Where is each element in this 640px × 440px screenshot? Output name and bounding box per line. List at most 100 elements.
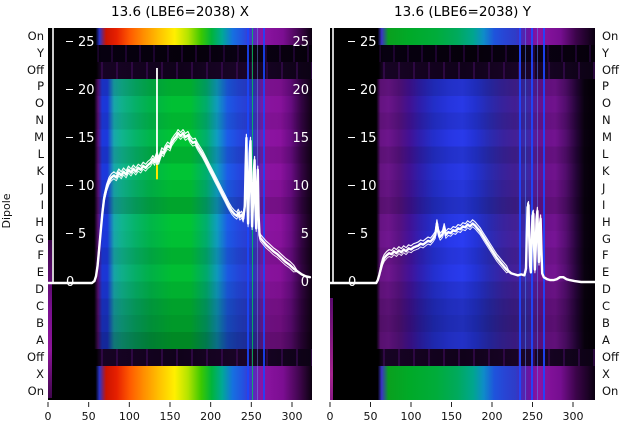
tick-dash [348, 232, 355, 234]
row-label: L [37, 147, 44, 162]
stripe-burst [519, 28, 545, 400]
x-tick-label: 50 [363, 410, 378, 423]
inner-scale-label: 15 [66, 131, 95, 147]
row-off-strip [48, 61, 312, 79]
row-label: J [602, 180, 606, 195]
x-tick-label: 0 [326, 410, 334, 423]
x-tick-label: 250 [240, 410, 262, 423]
row-label: Off [602, 349, 619, 364]
row-label: Off [27, 349, 44, 364]
inner-scale-value: 0 [348, 275, 357, 290]
row-label: I [40, 197, 44, 212]
x-tick-label: 150 [159, 410, 181, 423]
inner-scale-label: 10 [281, 179, 309, 195]
heatmap-body-x [48, 78, 312, 350]
x-tick-label: 300 [562, 410, 584, 423]
row-label: C [35, 299, 44, 314]
inner-scale-label: 15 [348, 131, 377, 147]
row-label: H [35, 214, 44, 229]
edge-column [330, 298, 333, 400]
row-label: D [602, 282, 611, 297]
inner-scale-value: 0 [300, 275, 309, 290]
x-tick-label: 250 [522, 410, 543, 423]
row-label: Off [27, 62, 44, 77]
row-label: A [36, 333, 44, 348]
x-tick-label: 0 [44, 410, 52, 423]
tick-dash [66, 40, 73, 42]
inner-scale-label: 0 [281, 275, 309, 291]
stripe-burst [247, 28, 269, 400]
row-label: G [35, 231, 44, 246]
inner-scale-label: 15 [281, 131, 309, 147]
row-label: F [602, 248, 609, 263]
row-label: X [36, 366, 44, 381]
x-tick-label: 300 [281, 410, 303, 423]
tick-dash [348, 184, 355, 186]
calibration-rows-x-on [48, 366, 312, 400]
tick-dash [348, 136, 355, 138]
row-label: M [34, 130, 44, 145]
inner-scale-value: 5 [78, 227, 87, 242]
calibration-row-on [48, 28, 312, 45]
tick-dash [348, 88, 355, 90]
row-label: X [602, 366, 610, 381]
row-labels-left: On Y Off P O N M L K J I H G F E D C B A Off X On [8, 28, 44, 400]
inner-scale-label: 10 [66, 179, 95, 195]
inner-scale-value: 0 [66, 275, 75, 290]
row-label: N [602, 113, 611, 128]
inner-scale-label: 25 [348, 35, 377, 51]
row-y-off-strip [48, 44, 312, 62]
tick-dash [66, 232, 73, 234]
inner-scale-value: 20 [360, 83, 377, 98]
row-label: P [37, 79, 44, 94]
heatmap-panel-x [48, 28, 312, 400]
tick-dash [66, 136, 73, 138]
inner-scale-value: 25 [78, 35, 95, 50]
row-label: O [602, 96, 612, 111]
tick-dash [66, 88, 73, 90]
inner-scale-value: 5 [300, 227, 309, 242]
edge-column [48, 240, 52, 398]
inner-scale-label: 0 [66, 275, 74, 291]
x-tick-label: 200 [481, 410, 503, 423]
inner-scale-label: 10 [348, 179, 377, 195]
inner-scale-label: 25 [281, 35, 309, 51]
inner-scale-value: 25 [360, 35, 377, 50]
inner-scale-label: 5 [348, 227, 368, 243]
inner-scale-value: 15 [360, 131, 377, 146]
row-label: M [602, 130, 612, 145]
inner-scale-value: 20 [78, 83, 95, 98]
inner-scale-label: 20 [348, 83, 377, 99]
row-label: On [27, 383, 44, 398]
row-off-strip [330, 61, 595, 79]
row-label: I [602, 197, 606, 212]
row-label: E [36, 265, 44, 280]
row-label: K [602, 163, 610, 178]
inner-scale-value: 5 [360, 227, 369, 242]
row-label: O [34, 96, 44, 111]
row-label: D [35, 282, 44, 297]
inner-scale-label: 0 [348, 275, 356, 291]
row-label: P [602, 79, 609, 94]
right-panel-title: 13.6 (LBE6=2038) Y [394, 4, 531, 20]
row-label: K [36, 163, 44, 178]
row-labels-right: On Y Off P O N M L K J I H G F E D C B A Off X On [602, 28, 638, 400]
x-tick-label: 100 [118, 410, 140, 423]
row-label: B [602, 316, 610, 331]
inner-scale-value: 10 [78, 179, 95, 194]
row-label: A [602, 333, 610, 348]
row-label: L [602, 147, 609, 162]
inner-scale-value: 10 [292, 179, 309, 194]
x-tick-label: 150 [441, 410, 462, 423]
row-label: On [602, 383, 619, 398]
row-label: Off [602, 62, 619, 77]
row-label: H [602, 214, 611, 229]
tick-dash [348, 40, 355, 42]
tick-dash [66, 184, 73, 186]
row-off-lower-strip [330, 349, 595, 367]
inner-scale-label: 5 [281, 227, 309, 243]
row-label: Y [602, 45, 610, 60]
row-label: On [602, 28, 619, 43]
x-tick-label: 200 [200, 410, 222, 423]
